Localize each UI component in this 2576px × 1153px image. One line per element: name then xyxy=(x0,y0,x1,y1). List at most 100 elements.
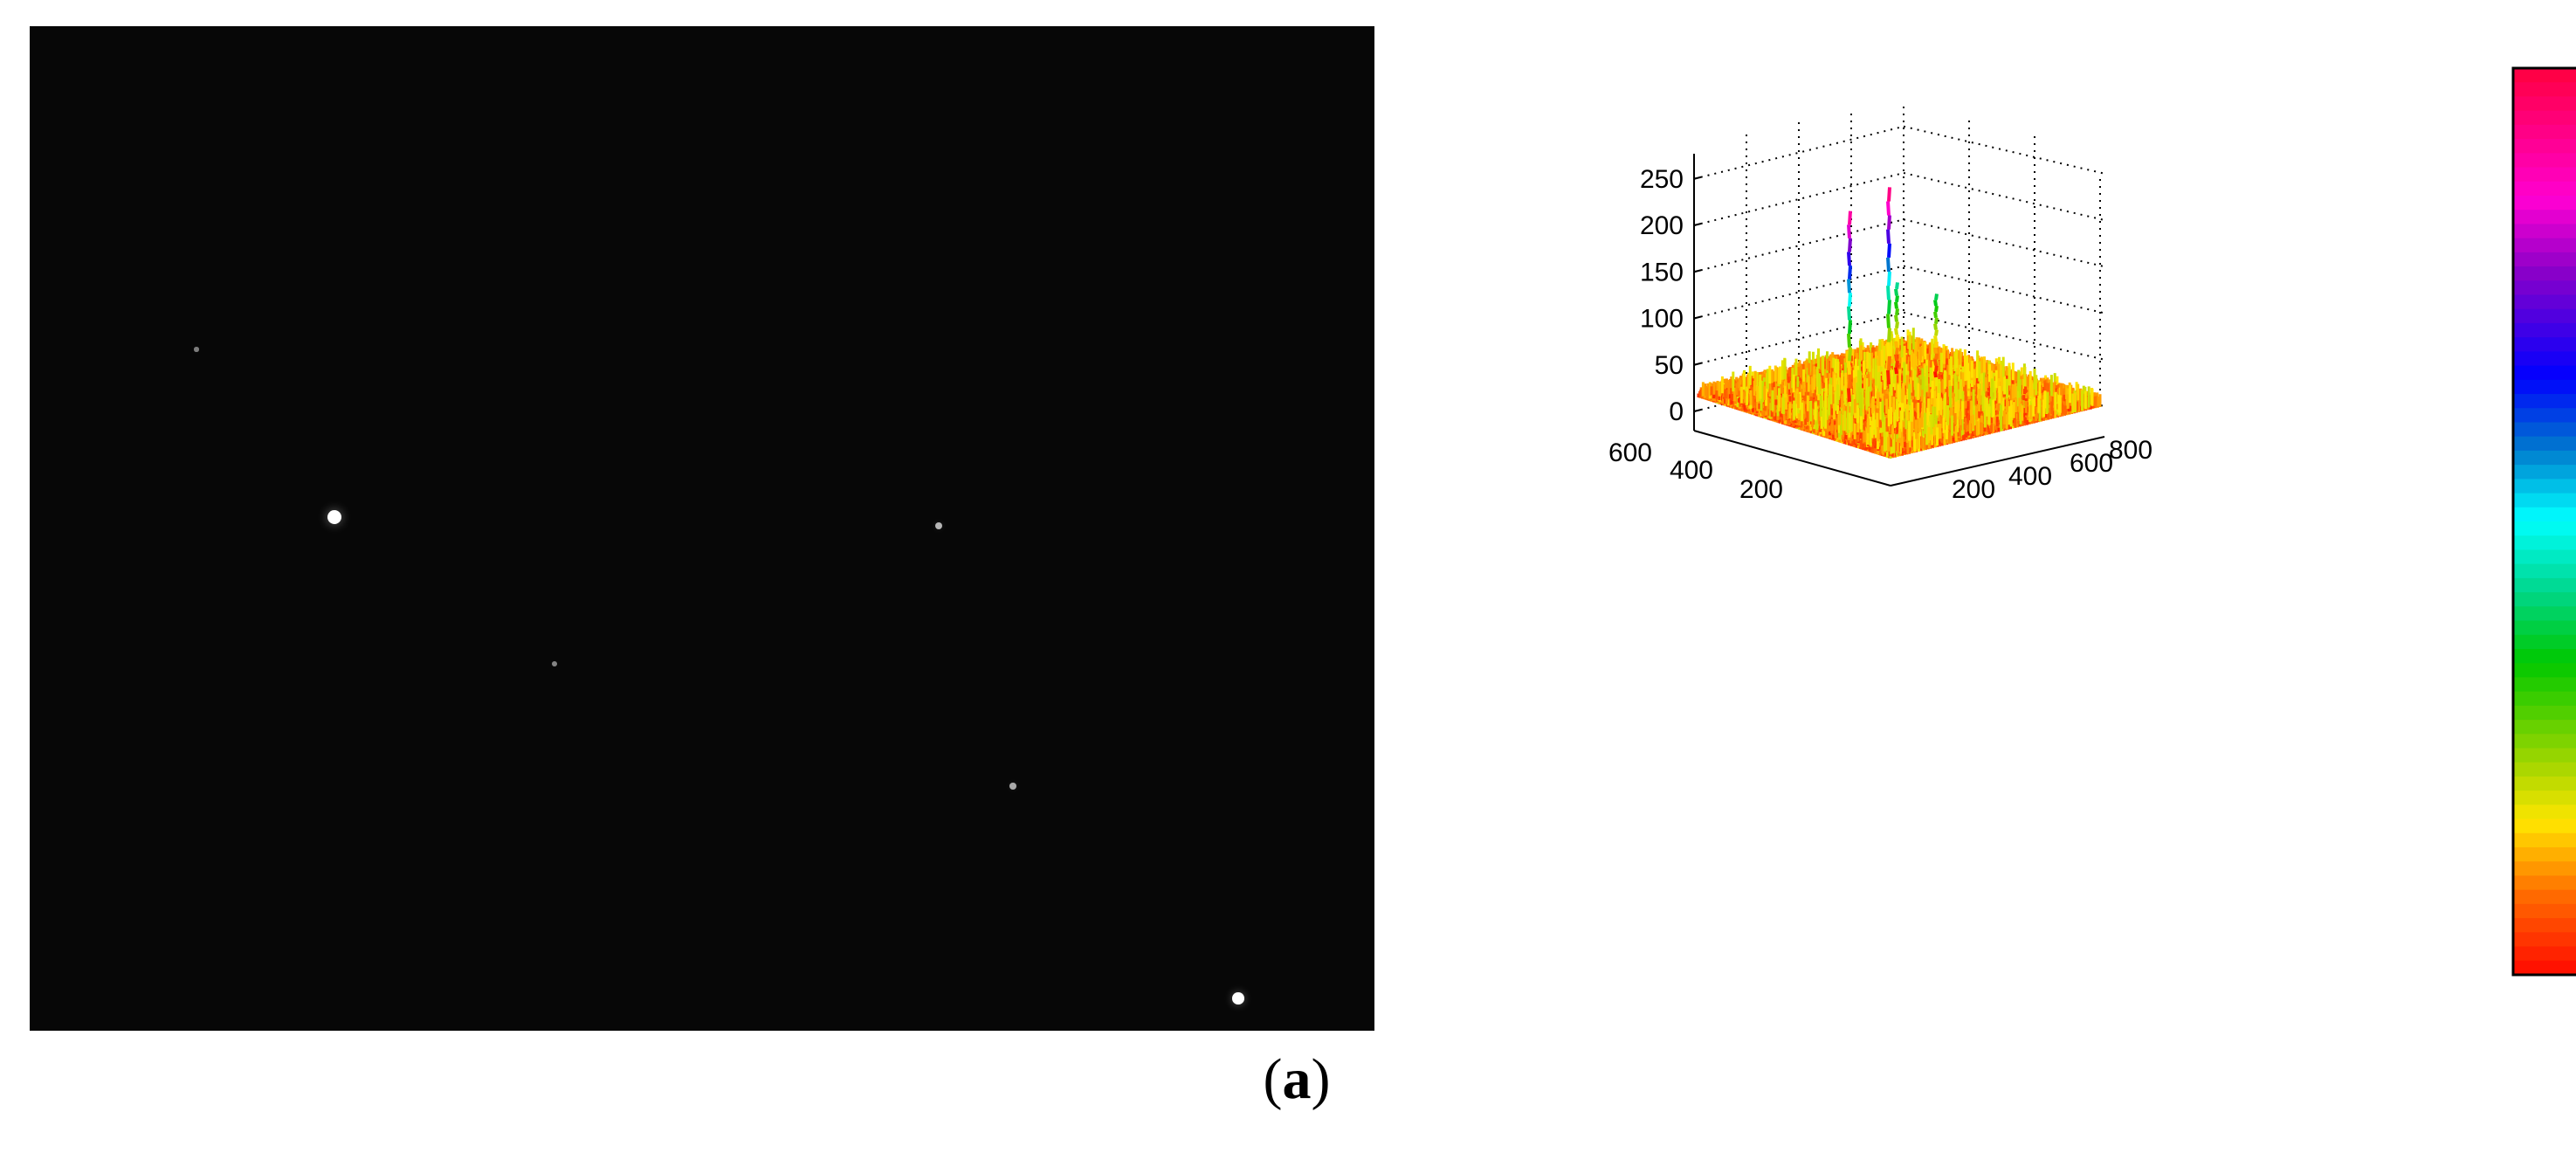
colorbar-band xyxy=(2513,322,2576,339)
y-tick-label: 400 xyxy=(1670,456,1713,485)
colorbar-band xyxy=(2513,946,2576,962)
z-tick-label: 150 xyxy=(1640,258,1684,287)
spike-segment xyxy=(1934,329,1939,336)
star-point xyxy=(552,661,557,666)
star-point xyxy=(327,510,341,524)
colorbar-band xyxy=(2513,563,2576,579)
spike-segment xyxy=(1886,257,1891,273)
surface-noise-band xyxy=(1806,389,2084,444)
spike-segment xyxy=(1848,347,1852,362)
x-tick-label: 600 xyxy=(2070,449,2113,478)
colorbar-band xyxy=(2513,592,2576,608)
colorbar-band xyxy=(2513,691,2576,707)
spike-segment xyxy=(1933,370,1938,378)
star-field-image xyxy=(30,26,1374,1031)
colorbar-band xyxy=(2513,748,2576,763)
colorbar-band xyxy=(2513,762,2576,777)
spike-segment xyxy=(1895,334,1899,342)
colorbar-band xyxy=(2513,96,2576,112)
colorbar-band xyxy=(2513,577,2576,594)
surface-noise-band xyxy=(1924,342,2094,418)
spike-segment xyxy=(1895,360,1899,368)
colorbar-band xyxy=(2513,210,2576,225)
z-tick-mark xyxy=(1693,223,1702,226)
noise-surface xyxy=(1697,328,2102,459)
spike-segment xyxy=(1895,307,1899,315)
surface-noise-band xyxy=(1811,345,1981,407)
spike-segment xyxy=(1933,299,1938,307)
colorbar-band xyxy=(2513,677,2576,693)
grid-line-z-left xyxy=(1693,172,1904,226)
spike-segment xyxy=(1934,353,1939,360)
z-tick-label: 200 xyxy=(1640,211,1684,240)
spike-segment xyxy=(1934,341,1939,349)
z-tick-mark xyxy=(1693,315,1702,320)
z-tick-label: 0 xyxy=(1669,397,1684,426)
colorbar-band xyxy=(2513,918,2576,934)
colorbar-band xyxy=(2513,521,2576,537)
surface-noise-band xyxy=(1813,366,2031,452)
colorbar-band xyxy=(2513,82,2576,98)
spike-segment xyxy=(1848,293,1852,307)
z-tick-mark xyxy=(1693,362,1702,366)
surface-noise-band xyxy=(1802,341,2057,424)
panel-letter: a xyxy=(1282,1047,1312,1111)
spike-segment xyxy=(1934,317,1939,324)
colorbar-band xyxy=(2513,266,2576,282)
surface-noise-band xyxy=(1918,346,2008,425)
spike-segment xyxy=(1934,365,1939,372)
colorbar-band xyxy=(2513,832,2576,849)
spike-segment xyxy=(1895,347,1899,355)
grid-line-z-left xyxy=(1693,218,1904,273)
x-axis-line xyxy=(1890,436,2105,487)
spike-segment xyxy=(1886,286,1891,300)
colorbar-band xyxy=(2513,153,2576,169)
z-tick-label: 100 xyxy=(1640,305,1684,334)
intensity-spikes xyxy=(1847,187,1939,403)
z-tick-mark xyxy=(1693,269,1702,273)
colorbar-band xyxy=(2513,804,2576,820)
colorbar-band xyxy=(2513,379,2576,396)
spike-segment xyxy=(1886,342,1891,356)
colorbar-band xyxy=(2513,436,2576,452)
colorbar-band xyxy=(2513,351,2576,367)
spike-segment xyxy=(1894,341,1898,349)
spike-segment xyxy=(1887,356,1891,371)
colorbar-band xyxy=(2513,663,2576,679)
surface-noise-band xyxy=(1911,328,1925,390)
colorbar-band xyxy=(2513,932,2576,948)
y-tick-label: 600 xyxy=(1608,438,1652,467)
colorbar-band xyxy=(2513,818,2576,834)
colorbar-band xyxy=(2513,394,2576,410)
surface-noise-band xyxy=(1748,352,2034,411)
spike-segment xyxy=(1933,347,1938,354)
surface-noise-band xyxy=(1932,348,1986,407)
colorbar-band xyxy=(2513,365,2576,381)
colorbar-band xyxy=(2513,181,2576,197)
colorbar-band xyxy=(2513,903,2576,920)
spike-segment xyxy=(1894,314,1898,322)
panel-label: (a) xyxy=(1223,1046,1371,1113)
colorbar-frame xyxy=(2511,66,2576,977)
colorbar-band xyxy=(2513,167,2576,183)
grid-line-z-left xyxy=(1693,311,1904,366)
x-tick-label: 400 xyxy=(2008,462,2052,491)
grid-line-z-right xyxy=(1903,218,2105,268)
spike-segment xyxy=(1894,301,1898,309)
colorbar-band xyxy=(2513,507,2576,522)
spike-segment xyxy=(1934,293,1939,300)
surface-noise-band xyxy=(1813,353,1916,412)
spike-segment xyxy=(1886,314,1891,328)
colorbar-band xyxy=(2513,408,2576,424)
spike-segment xyxy=(1848,211,1852,225)
surface-noise-band xyxy=(1905,380,2076,421)
colorbar-band xyxy=(2513,252,2576,268)
colorbar-band xyxy=(2513,465,2576,480)
z-tick-label: 50 xyxy=(1655,351,1684,380)
z-tick-mark xyxy=(1693,176,1702,180)
colorbar-band xyxy=(2513,110,2576,126)
spike-segment xyxy=(1894,328,1898,335)
colorbar-band xyxy=(2513,68,2576,84)
colorbar-band xyxy=(2513,705,2576,721)
star-point xyxy=(1009,783,1016,790)
